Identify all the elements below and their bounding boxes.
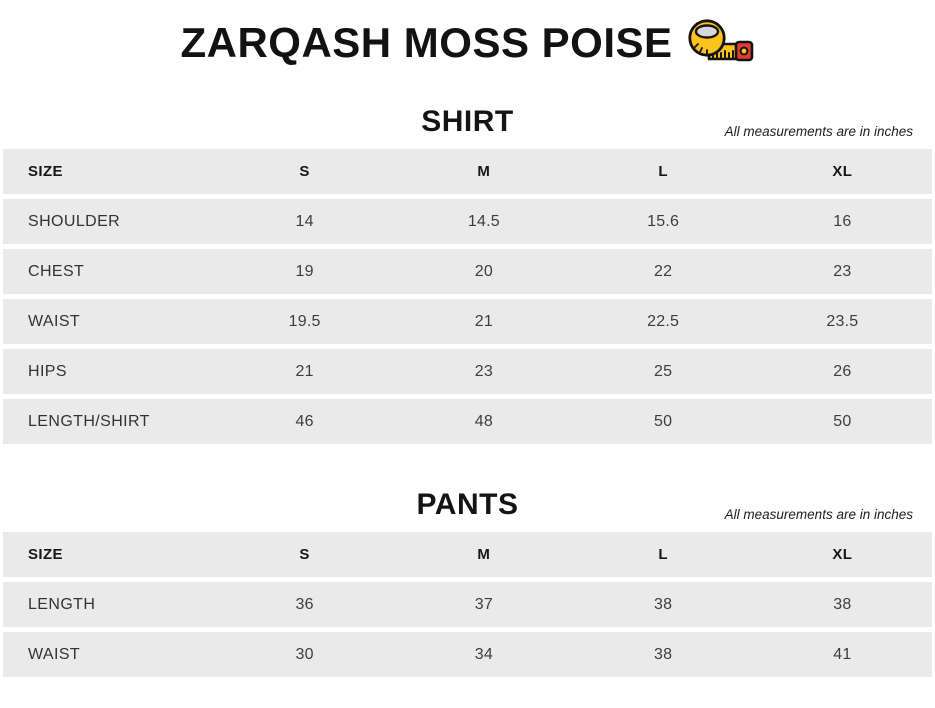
column-header-size: SIZE <box>28 163 63 180</box>
size-cell: 23 <box>474 362 493 380</box>
table-header-row: SIZE S M L XL <box>3 149 932 194</box>
column-header-l: L <box>658 163 668 180</box>
table-row-shoulder: SHOULDER 14 14.5 15.6 16 <box>3 199 932 244</box>
size-cell: 30 <box>295 645 314 663</box>
size-cell: 19 <box>295 262 314 280</box>
measurement-note: All measurements are in inches <box>724 124 913 139</box>
shirt-section-header: SHIRT All measurements are in inches <box>0 102 935 142</box>
size-cell: 23.5 <box>826 312 859 330</box>
size-cell: 23 <box>833 262 852 280</box>
column-header-l: L <box>658 546 668 563</box>
size-cell: 38 <box>654 645 673 663</box>
row-label: SHOULDER <box>28 212 121 230</box>
tape-measure-icon <box>687 17 755 74</box>
size-cell: 15.6 <box>647 212 680 230</box>
pants-section-header: PANTS All measurements are in inches <box>0 485 935 525</box>
row-label: CHEST <box>28 262 85 280</box>
table-row-waist: WAIST 30 34 38 41 <box>3 632 932 677</box>
pants-section: PANTS All measurements are in inches SIZ… <box>0 485 935 682</box>
row-label: HIPS <box>28 362 67 380</box>
size-cell: 14 <box>295 212 314 230</box>
size-table-shirt: SIZE S M L XL SHOULDER 14 14.5 15.6 16 C… <box>3 144 932 449</box>
table-row-length-shirt: LENGTH/SHIRT 46 48 50 50 <box>3 399 932 444</box>
row-label: WAIST <box>28 645 81 663</box>
size-cell: 16 <box>833 212 852 230</box>
row-label: LENGTH <box>28 595 96 613</box>
column-header-s: S <box>299 163 310 180</box>
size-cell: 41 <box>833 645 852 663</box>
column-header-s: S <box>299 546 310 563</box>
table-row-waist: WAIST 19.5 21 22.5 23.5 <box>3 299 932 344</box>
column-header-xl: XL <box>832 546 853 563</box>
table-header-row: SIZE S M L XL <box>3 532 932 577</box>
size-cell: 20 <box>474 262 493 280</box>
size-table-pants: SIZE S M L XL LENGTH 36 37 38 38 WAIST 3 <box>3 527 932 682</box>
size-cell: 50 <box>654 412 673 430</box>
column-header-xl: XL <box>832 163 853 180</box>
table-row-chest: CHEST 19 20 22 23 <box>3 249 932 294</box>
column-header-m: M <box>477 163 491 180</box>
size-cell: 34 <box>474 645 493 663</box>
size-cell: 21 <box>295 362 314 380</box>
size-cell: 25 <box>654 362 673 380</box>
brand-title-bar: ZARQASH MOSS POISE <box>0 0 935 72</box>
size-cell: 38 <box>833 595 852 613</box>
row-label: LENGTH/SHIRT <box>28 412 150 430</box>
size-cell: 48 <box>474 412 493 430</box>
brand-title: ZARQASH MOSS POISE <box>180 19 673 66</box>
shirt-section: SHIRT All measurements are in inches SIZ… <box>0 102 935 449</box>
measurement-note: All measurements are in inches <box>724 507 913 522</box>
row-label: WAIST <box>28 312 81 330</box>
size-cell: 22.5 <box>647 312 680 330</box>
size-cell: 38 <box>654 595 673 613</box>
size-cell: 46 <box>295 412 314 430</box>
section-heading-shirt: SHIRT <box>421 105 514 138</box>
size-cell: 50 <box>833 412 852 430</box>
section-heading-pants: PANTS <box>416 488 519 521</box>
size-cell: 14.5 <box>467 212 500 230</box>
size-cell: 19.5 <box>288 312 321 330</box>
table-row-hips: HIPS 21 23 25 26 <box>3 349 932 394</box>
size-cell: 21 <box>474 312 493 330</box>
size-cell: 22 <box>654 262 673 280</box>
table-row-length: LENGTH 36 37 38 38 <box>3 582 932 627</box>
size-cell: 26 <box>833 362 852 380</box>
size-cell: 36 <box>295 595 314 613</box>
column-header-m: M <box>477 546 491 563</box>
size-cell: 37 <box>474 595 493 613</box>
column-header-size: SIZE <box>28 546 63 563</box>
